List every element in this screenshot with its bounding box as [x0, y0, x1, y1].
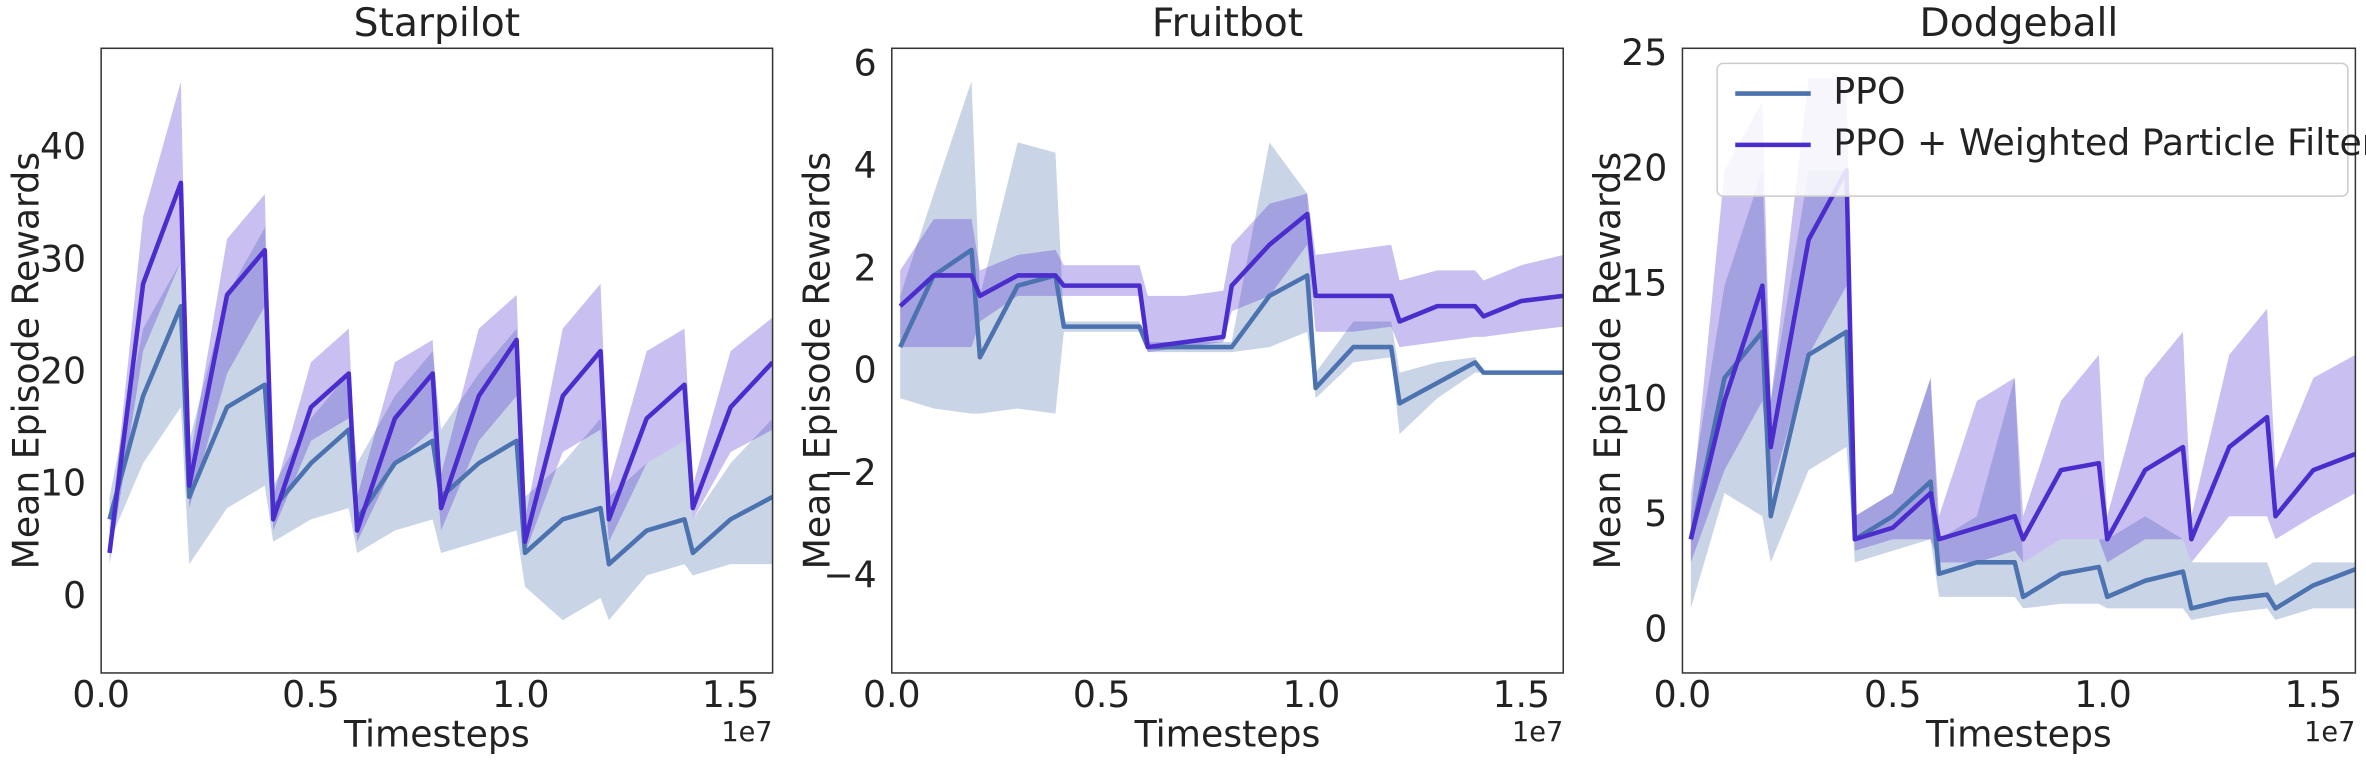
y-tick-label: 15 [1621, 262, 1667, 305]
chart-title: Starpilot [354, 1, 521, 46]
y-tick-label: 25 [1621, 31, 1667, 74]
x-offset-label: 1e7 [2304, 717, 2355, 748]
legend-label: PPO [1833, 70, 1905, 113]
x-tick-label: 0.5 [1864, 673, 1922, 716]
y-tick-label: 4 [854, 144, 877, 187]
chart-title: Dodgeball [1919, 1, 2118, 46]
x-tick-label: 0.0 [72, 673, 130, 716]
plot-frame [100, 47, 774, 674]
y-axis-label: Mean Episode Rewards [1586, 152, 1629, 570]
x-axis-label: Timesteps [1925, 712, 2112, 755]
line [1688, 329, 2356, 611]
line [107, 180, 773, 554]
y-tick-label: 40 [40, 125, 86, 168]
y-tick-label: 30 [40, 237, 86, 280]
legend-label: PPO + Weighted Particle Filter [1833, 121, 2366, 164]
x-offset-label: 1e7 [1512, 717, 1563, 748]
x-tick-label: 1.5 [1492, 673, 1550, 716]
x-tick-label: 1.0 [492, 673, 550, 716]
band [900, 81, 1564, 435]
panel: Dodgeball 0 5 10 15 20 25 0.0 0.5 1.0 1.5 Timesteps… [1586, 1, 2366, 755]
band [1690, 170, 2356, 620]
band [109, 227, 773, 621]
x-tick-label: 1.0 [2074, 673, 2132, 716]
legend-box [1716, 62, 2349, 197]
plot-area [898, 81, 1564, 435]
x-tick-label: 0.5 [282, 673, 340, 716]
y-tick-label: 20 [1621, 146, 1667, 189]
x-axis-label: Timesteps [1134, 712, 1321, 755]
y-tick-label: −2 [823, 451, 876, 494]
plot-area [107, 81, 773, 621]
line [1688, 168, 2356, 542]
x-tick-label: 0.0 [1654, 673, 1712, 716]
y-tick-label: 10 [40, 462, 86, 505]
y-tick-label: 0 [854, 349, 877, 392]
y-tick-label: −4 [823, 553, 876, 596]
x-tick-label: 1.5 [2285, 673, 2343, 716]
line [898, 211, 1564, 350]
x-tick-label: 0.0 [863, 673, 921, 716]
panel: Starpilot 0 10 20 30 40 0.0 0.5 1.0 1.5 Timesteps 1… [5, 1, 774, 755]
plot-frame [891, 47, 1564, 674]
y-tick-label: 20 [40, 350, 86, 393]
y-tick-label: 0 [1644, 607, 1667, 650]
y-axis-label: Mean Episode Rewards [5, 152, 48, 570]
x-tick-label: 1.5 [702, 673, 760, 716]
plot-frame [1681, 47, 2357, 674]
line [898, 247, 1564, 406]
y-tick-label: 6 [854, 42, 877, 85]
x-tick-label: 1.0 [1283, 673, 1341, 716]
x-offset-label: 1e7 [721, 717, 772, 748]
y-tick-label: 2 [854, 246, 877, 289]
y-tick-label: 10 [1621, 377, 1667, 420]
x-axis-label: Timesteps [343, 712, 530, 755]
y-tick-label: 0 [63, 574, 86, 617]
x-tick-label: 0.5 [1073, 673, 1131, 716]
panel: Fruitbot −4 −2 0 2 4 6 0.0 0.5 1.0 1.5 Timesteps 1e7… [795, 1, 1564, 755]
y-tick-label: 5 [1644, 492, 1667, 535]
y-axis-label: Mean Episode Rewards [795, 152, 838, 570]
chart-title: Fruitbot [1152, 1, 1303, 46]
